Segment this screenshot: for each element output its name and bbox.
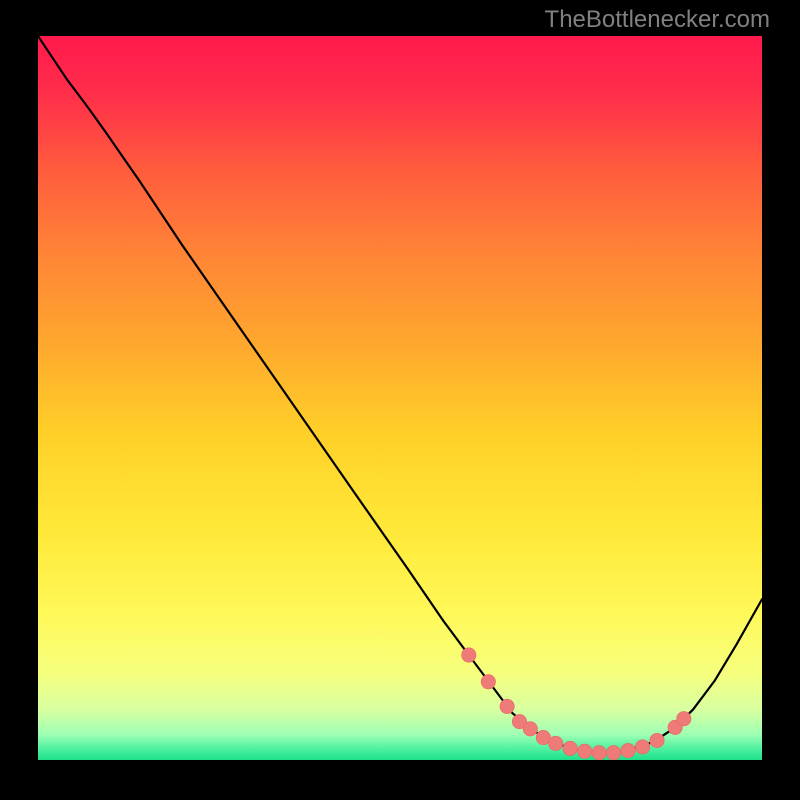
curve-marker <box>523 722 537 736</box>
curve-markers <box>462 648 691 760</box>
curve-marker <box>577 744 591 758</box>
curve-marker <box>606 746 620 760</box>
bottleneck-curve <box>38 36 762 753</box>
curve-marker <box>500 699 514 713</box>
curve-marker <box>621 743 635 757</box>
curve-marker <box>592 746 606 760</box>
curve-marker <box>548 736 562 750</box>
curve-layer <box>38 36 762 760</box>
curve-marker <box>677 712 691 726</box>
curve-marker <box>481 675 495 689</box>
curve-marker <box>462 648 476 662</box>
curve-marker <box>563 741 577 755</box>
plot-area <box>38 36 762 760</box>
curve-marker <box>650 733 664 747</box>
watermark-text: TheBottlenecker.com <box>545 6 770 34</box>
chart-container: TheBottlenecker.com <box>0 0 800 800</box>
curve-marker <box>635 740 649 754</box>
